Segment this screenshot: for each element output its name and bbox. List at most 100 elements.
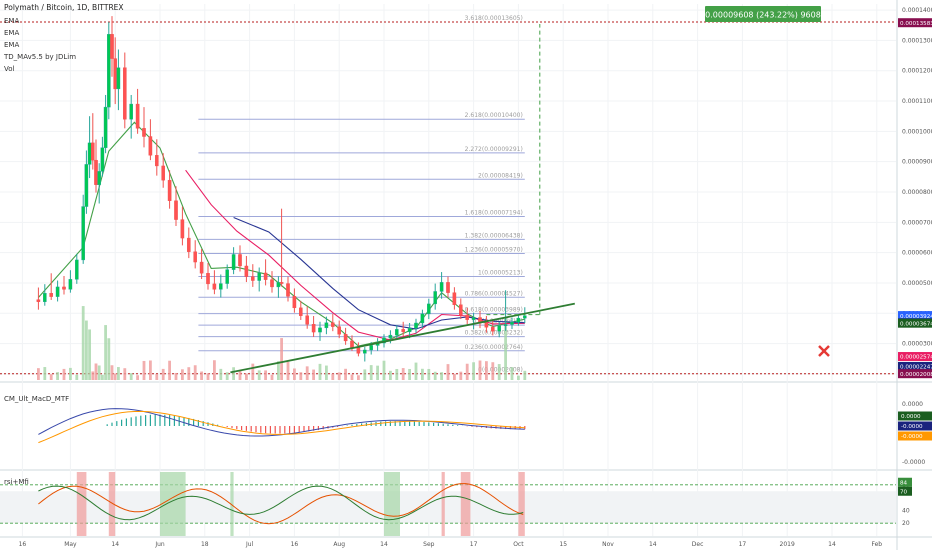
macd-histogram-bar <box>231 426 232 428</box>
candle-body <box>318 328 321 332</box>
time-tick-label: Oct <box>513 541 524 548</box>
macd-tick-label: 0.0000 <box>902 401 923 408</box>
volume-bar <box>517 376 520 380</box>
candle-body <box>350 341 353 348</box>
volume-bar <box>383 361 386 380</box>
volume-bar <box>453 374 456 380</box>
candle-body <box>62 287 65 289</box>
macd-histogram-bar <box>155 415 156 426</box>
time-tick-label: 15 <box>559 541 567 548</box>
candle-body <box>485 323 488 327</box>
volume-bar <box>107 338 110 380</box>
macd-histogram-bar <box>428 422 429 426</box>
rsi-band <box>0 491 896 523</box>
candle-body <box>155 155 158 166</box>
candle-body <box>226 270 229 284</box>
price-tick-label: 0.00010000 <box>902 128 932 135</box>
candle-body <box>389 335 392 338</box>
candle-body <box>325 323 328 328</box>
candle-body <box>82 207 85 260</box>
candle-body <box>286 284 289 297</box>
macd-histogram-bar <box>236 426 237 429</box>
candle-body <box>472 318 475 320</box>
macd-histogram-bar <box>433 423 434 426</box>
macd-tag-text: -0.0000 <box>901 424 923 430</box>
candle-body <box>270 280 273 287</box>
macd-histogram-bar <box>227 426 228 427</box>
fib-level-label: 1.236(0.00005970) <box>465 247 523 254</box>
volume-bar <box>88 329 91 380</box>
volume-bar <box>306 366 309 380</box>
macd-histogram-bar <box>131 417 132 426</box>
time-tick-label: 18 <box>201 541 209 548</box>
candle-body <box>402 329 405 331</box>
rsi-highlight-zone <box>461 472 471 536</box>
volume-bar <box>175 373 178 380</box>
candle-body <box>331 323 334 327</box>
volume-bar <box>104 325 107 380</box>
candle-body <box>56 287 59 297</box>
volume-bar <box>440 372 443 380</box>
volume-bar <box>427 369 430 380</box>
candle-body <box>427 304 430 314</box>
volume-bar <box>194 365 197 380</box>
candle-body <box>37 300 40 302</box>
fib-level-label: 0.786(0.00004527) <box>465 290 523 297</box>
candle-body <box>238 254 241 266</box>
volume-bar <box>351 375 354 380</box>
candle-body <box>94 160 97 185</box>
candle-body <box>194 252 197 262</box>
candle-body <box>187 238 190 252</box>
fib-level-label: 0.236(0.00002764) <box>465 344 523 351</box>
legend-ema-2: EMA <box>4 29 19 37</box>
volume-bar <box>376 366 379 380</box>
fib-level-label: 1(0.00005213) <box>478 270 523 277</box>
candle-body <box>299 308 302 316</box>
measure-label[interactable]: 0.00009608 (243.22%) 9608 <box>705 6 821 22</box>
macd-histogram-bar <box>255 426 256 432</box>
volume-bar <box>421 369 424 380</box>
macd-histogram-bar <box>270 426 271 433</box>
volume-bar <box>319 364 322 380</box>
volume-bar <box>511 367 514 380</box>
time-tick-label: Jun <box>154 541 165 548</box>
macd-histogram-bar <box>246 426 247 431</box>
time-tick-label: 14 <box>828 541 836 548</box>
time-tick-label: Jul <box>245 541 254 548</box>
measure-label-text: 0.00009608 (243.22%) 9608 <box>705 11 821 20</box>
candle-body <box>98 171 101 184</box>
macd-histogram-bar <box>414 421 415 426</box>
price-tag-text: 0.00013583 <box>900 21 932 27</box>
candle-body <box>338 327 341 335</box>
macd-tag-text: 0.0000 <box>901 414 921 420</box>
price-tick-label: 0.00006000 <box>902 250 932 257</box>
volume-bar <box>143 361 146 380</box>
candle-body <box>114 59 117 89</box>
volume-bar <box>415 363 418 380</box>
candle-body <box>306 316 309 324</box>
rsi-highlight-zone <box>77 472 87 536</box>
candle-body <box>149 137 152 156</box>
volume-bar <box>434 372 437 380</box>
macd-histogram-bar <box>385 421 386 426</box>
price-tag-text: 0.00003674 <box>900 321 932 327</box>
volume-bar <box>271 375 274 380</box>
candle-body <box>363 350 366 353</box>
price-tick-label: 0.00014000 <box>902 7 932 14</box>
candle-body <box>466 315 469 320</box>
candle-body <box>91 143 94 160</box>
macd-histogram-bar <box>419 422 420 426</box>
price-tick-label: 0.00008000 <box>902 189 932 196</box>
rsi-tag-text: 70 <box>900 489 908 495</box>
candle-body <box>117 68 120 89</box>
volume-bar <box>344 369 347 380</box>
volume-bar <box>213 360 216 380</box>
macd-histogram-bar <box>126 418 127 426</box>
candle-body <box>434 291 437 303</box>
candle-body <box>130 104 133 119</box>
volume-bar <box>408 369 411 380</box>
macd-histogram-bar <box>241 426 242 430</box>
fib-level-label: 3.618(0.00013605) <box>465 15 523 22</box>
volume-bar <box>98 365 101 380</box>
macd-histogram-bar <box>275 426 276 434</box>
